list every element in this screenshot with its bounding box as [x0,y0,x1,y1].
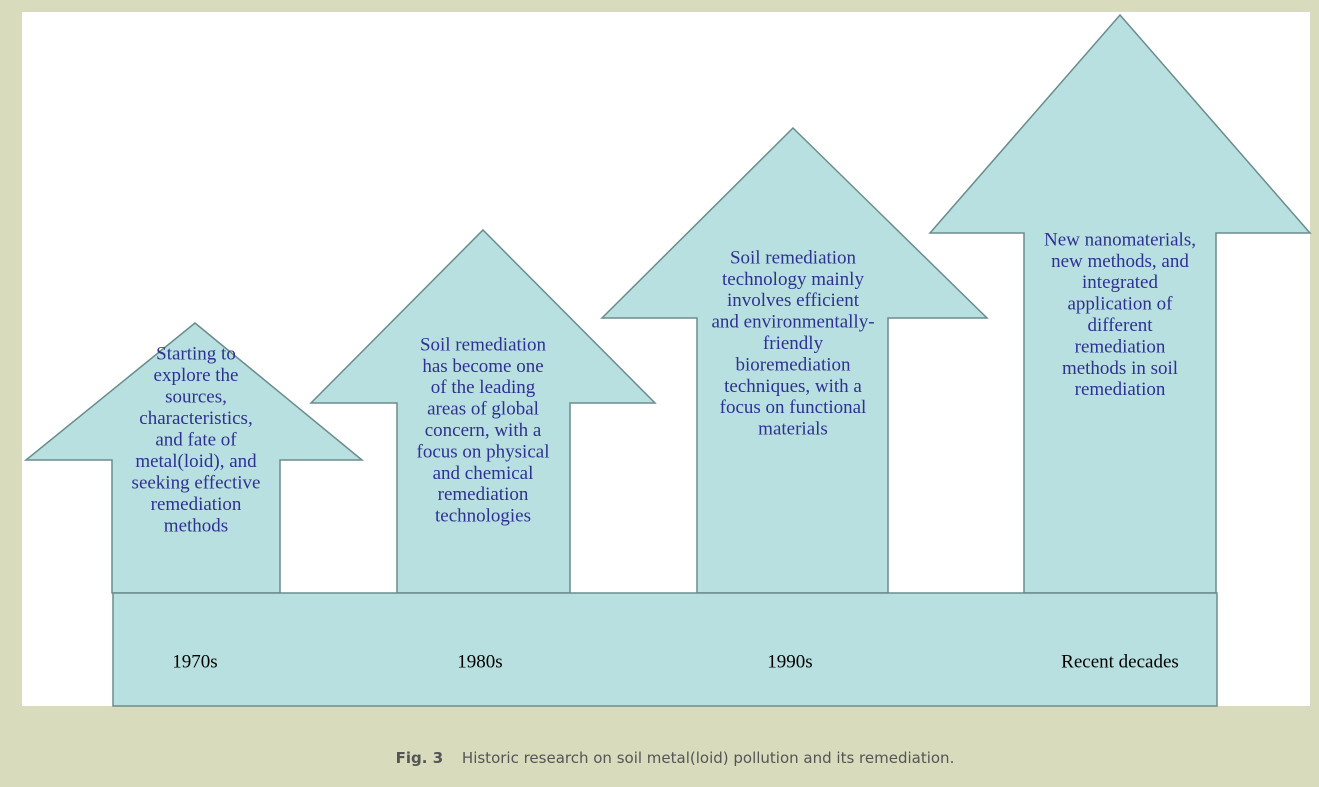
stage-text: friendly [763,333,824,354]
stage-text: seeking effective [132,472,261,493]
stage-text: Soil remediation [730,247,857,268]
stage-text: remediation [1075,379,1166,400]
stage-text: methods in soil [1062,358,1178,379]
stage-text: involves efficient [727,290,860,311]
stage-text: Starting to [156,343,236,364]
stage-text: techniques, with a [724,376,862,397]
era-label: 1980s [457,651,502,672]
stage-text: has become one [422,356,543,377]
caption-text: Historic research on soil metal(loid) po… [462,749,954,767]
stage-text: remediation [438,484,529,505]
stage-text: focus on physical [417,441,550,462]
stage-text: and chemical [433,463,534,484]
caption-label: Fig. 3 [396,749,443,767]
stage-text: technology mainly [722,269,864,290]
stage-text: remediation [1075,336,1166,357]
caption: Fig. 3 Historic research on soil metal(l… [396,749,955,767]
era-label: 1970s [172,651,217,672]
stage-text: integrated [1082,272,1158,293]
stage-text: new methods, and [1051,251,1189,272]
stage-text: of the leading [431,377,536,398]
stage-text: bioremediation [735,354,851,375]
stage-text: methods [164,515,228,536]
stage-text: focus on functional [720,397,867,418]
stage-text: application of [1068,294,1174,315]
stage-text: remediation [151,494,242,515]
stage-text: and environmentally- [711,312,874,333]
timeline-bar [112,592,1218,707]
stage-text: materials [758,419,828,440]
stage-text: characteristics, [139,408,252,429]
stage-text: Soil remediation [420,334,547,355]
stage-text: New nanomaterials, [1044,229,1196,250]
stage-text: concern, with a [425,420,542,441]
stage-text: and fate of [155,429,237,450]
era-label: Recent decades [1061,651,1179,672]
era-label: 1990s [767,651,812,672]
stage-text: explore the [154,365,239,386]
stage-text: different [1087,315,1153,336]
stage-text: metal(loid), and [135,451,257,472]
stage-text: sources, [165,386,227,407]
stage-text: technologies [435,506,531,527]
stage-text: areas of global [427,399,539,420]
